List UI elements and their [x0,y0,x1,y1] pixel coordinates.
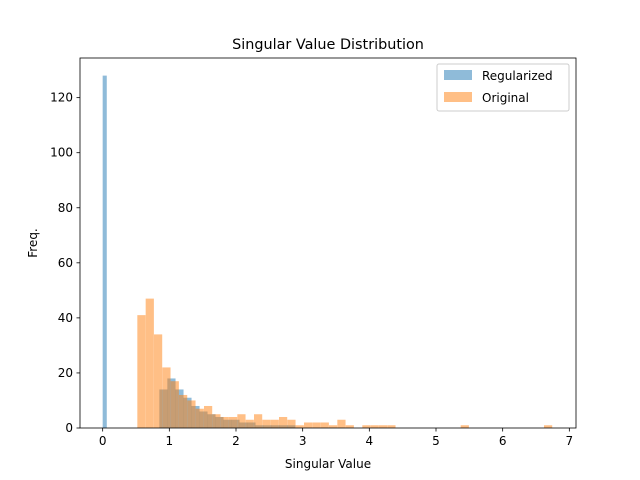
bar-original-6 [187,400,196,428]
legend-swatch-original [444,92,472,102]
legend-label-regularized: Regularized [482,69,553,83]
x-axis-label: Singular Value [285,457,371,471]
bar-original-29 [387,425,396,428]
legend: Regularized Original [436,63,570,112]
y-tick-label: 0 [65,421,73,435]
bar-original-14 [254,414,263,428]
x-tick-label: 5 [432,434,440,448]
bar-original-2 [154,334,163,428]
bar-original-25 [345,425,354,428]
x-tick-label: 4 [366,434,374,448]
x-tick-label: 6 [499,434,507,448]
bar-original-27 [370,425,379,428]
bar-original-1 [145,298,154,428]
bar-original-21 [312,422,321,428]
bar-original-17 [279,416,288,428]
bar-regularized-0 [102,75,107,429]
bar-original-7 [195,408,204,428]
bar-original-3 [162,367,171,428]
legend-label-original: Original [482,91,529,105]
x-tick-label: 7 [566,434,574,448]
y-tick-label: 120 [50,91,73,105]
bar-original-19 [295,425,304,428]
x-tick-label: 0 [99,434,107,448]
bar-original-24 [337,419,346,428]
bar-original-4 [170,381,179,428]
plot-area [102,75,553,429]
bar-original-0 [137,315,146,428]
y-axis: 0 20 40 60 80 100 120 [50,91,80,435]
bar-original-26 [362,425,371,428]
y-tick-label: 60 [58,256,73,270]
y-tick-label: 100 [50,146,73,160]
bar-original-13 [245,419,254,428]
plot-frame [79,57,577,429]
bar-original-18 [287,419,296,428]
bar-original-8 [204,405,213,428]
series-original [137,298,553,428]
x-tick-label: 3 [299,434,307,448]
chart-title: Singular Value Distribution [232,37,424,53]
bar-original-20 [304,422,313,428]
bar-original-11 [229,416,238,428]
bar-original-12 [237,414,246,428]
bar-original-23 [329,425,338,428]
bar-original-30 [460,425,469,428]
legend-swatch-regularized [444,70,472,80]
bar-original-28 [379,425,388,428]
x-tick-label: 2 [232,434,240,448]
y-tick-label: 40 [58,311,73,325]
bar-original-15 [262,419,271,428]
y-tick-label: 80 [58,201,73,215]
bar-original-16 [270,419,279,428]
x-axis: 0 1 2 3 4 5 6 7 [99,428,573,448]
bar-original-22 [320,422,329,428]
bar-original-9 [212,414,221,428]
y-axis-label: Freq. [26,228,40,258]
bar-original-10 [220,416,229,428]
bar-original-5 [179,394,188,428]
x-tick-label: 1 [166,434,174,448]
bar-original-31 [544,425,553,428]
y-tick-label: 20 [58,366,73,380]
